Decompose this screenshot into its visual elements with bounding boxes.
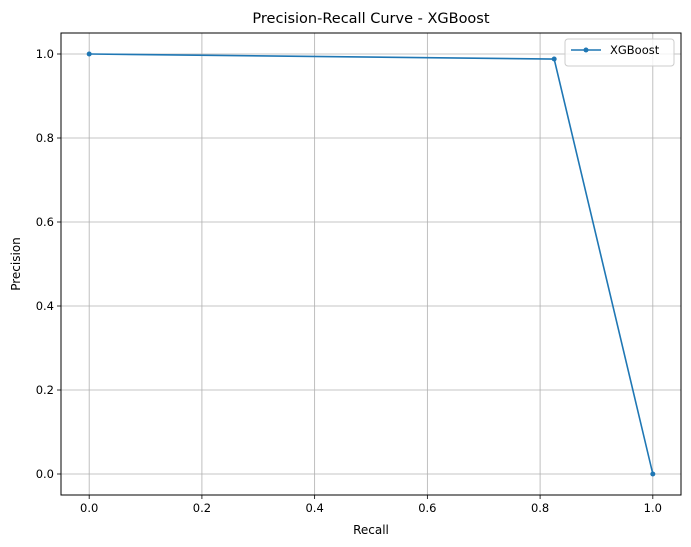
y-tick-label: 0.2 [36, 383, 54, 397]
y-tick-label: 0.8 [36, 131, 54, 145]
x-axis-label: Recall [353, 523, 389, 537]
y-axis-ticks: 0.0 0.2 0.4 0.6 0.8 1.0 [36, 47, 61, 481]
y-tick-label: 0.6 [36, 215, 54, 229]
legend: XGBoost [564, 38, 675, 67]
legend-box [564, 38, 675, 67]
y-tick-label: 0.0 [36, 467, 54, 481]
x-tick-label: 0.8 [531, 501, 549, 515]
data-point [551, 56, 557, 62]
data-point [650, 471, 656, 477]
grid-lines [61, 33, 681, 495]
legend-label: XGBoost [610, 43, 660, 57]
x-tick-label: 1.0 [644, 501, 662, 515]
plot-frame [60, 32, 682, 496]
plot-area [60, 32, 682, 496]
y-tick-label: 0.4 [36, 299, 54, 313]
x-axis-ticks: 0.0 0.2 0.4 0.6 0.8 1.0 [80, 495, 662, 515]
x-tick-label: 0.4 [305, 501, 323, 515]
series-layer [86, 51, 656, 477]
legend-marker-swatch [583, 47, 589, 53]
x-tick-label: 0.2 [193, 501, 211, 515]
plot-background [61, 33, 681, 495]
x-tick-label: 0.6 [418, 501, 436, 515]
data-point [86, 51, 92, 57]
chart-title: Precision-Recall Curve - XGBoost [252, 11, 489, 27]
x-tick-label: 0.0 [80, 501, 98, 515]
y-tick-label: 1.0 [36, 47, 54, 61]
y-axis-label: Precision [9, 237, 23, 291]
